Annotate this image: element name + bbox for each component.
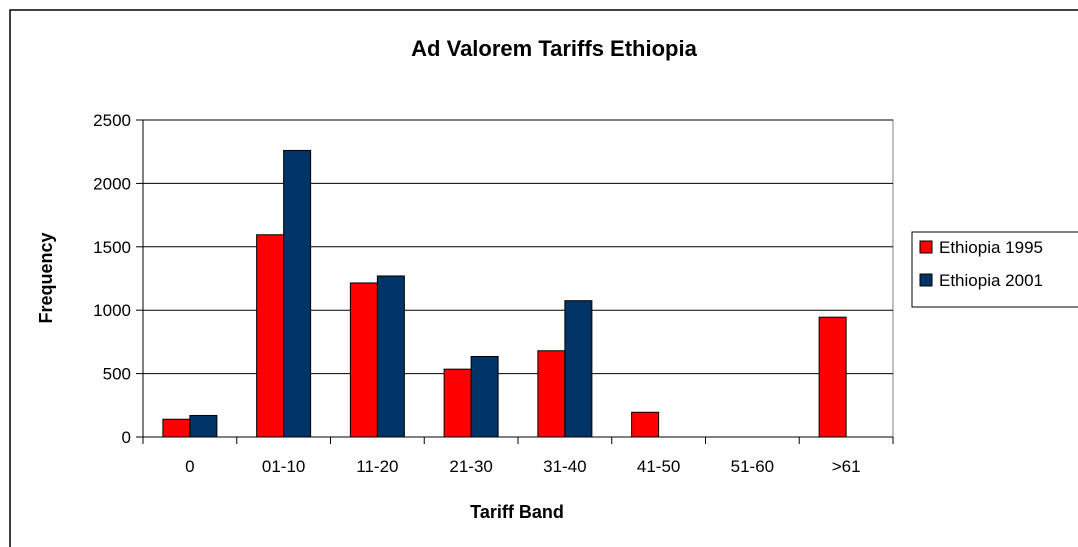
x-tick-label: 11-20 bbox=[356, 457, 398, 476]
x-tick-label: 51-60 bbox=[731, 457, 774, 476]
bar-series-1 bbox=[162, 418, 191, 438]
bar-series-1 bbox=[631, 411, 660, 438]
bar-series-1 bbox=[537, 350, 566, 438]
x-tick-label: 0 bbox=[185, 457, 194, 476]
bar-series-2 bbox=[470, 355, 499, 438]
bar-series-1 bbox=[443, 368, 472, 438]
plot-area bbox=[142, 119, 894, 438]
x-tick-label: >61 bbox=[832, 457, 861, 476]
y-tick-label: 2000 bbox=[93, 174, 131, 193]
bar-series-1 bbox=[349, 282, 378, 438]
x-tick-label: 41-50 bbox=[637, 457, 680, 476]
y-tick-label: 500 bbox=[103, 365, 131, 384]
bar-series-2 bbox=[283, 149, 312, 438]
x-tick-label: 21-30 bbox=[449, 457, 492, 476]
axes: 0 500 1000 1500 2000 2500 0 01-10 11-20 21-30 31-4… bbox=[93, 111, 894, 476]
x-tick-label: 01-10 bbox=[262, 457, 305, 476]
legend-swatch bbox=[919, 240, 933, 254]
x-axis-title: Tariff Band bbox=[470, 502, 564, 522]
y-tick-label: 1000 bbox=[93, 301, 131, 320]
bar-series-2 bbox=[189, 414, 218, 438]
y-tick-label: 0 bbox=[122, 428, 131, 447]
bar-series-1 bbox=[818, 316, 847, 438]
y-tick-label: 1500 bbox=[93, 238, 131, 257]
x-tick-label: 31-40 bbox=[543, 457, 586, 476]
chart-title: Ad Valorem Tariffs Ethiopia bbox=[411, 36, 697, 61]
legend-swatch bbox=[919, 273, 933, 287]
bar-series-2 bbox=[564, 300, 593, 438]
legend-label: Ethiopia 2001 bbox=[939, 271, 1043, 290]
legend: Ethiopia 1995 Ethiopia 2001 bbox=[911, 231, 1078, 308]
legend-box bbox=[911, 231, 1078, 308]
legend-label: Ethiopia 1995 bbox=[939, 238, 1043, 257]
bar-series-1 bbox=[256, 234, 285, 438]
y-axis-title: Frequency bbox=[36, 232, 56, 323]
bars bbox=[162, 149, 847, 438]
bar-series-2 bbox=[376, 275, 405, 438]
y-tick-label: 2500 bbox=[93, 111, 131, 130]
